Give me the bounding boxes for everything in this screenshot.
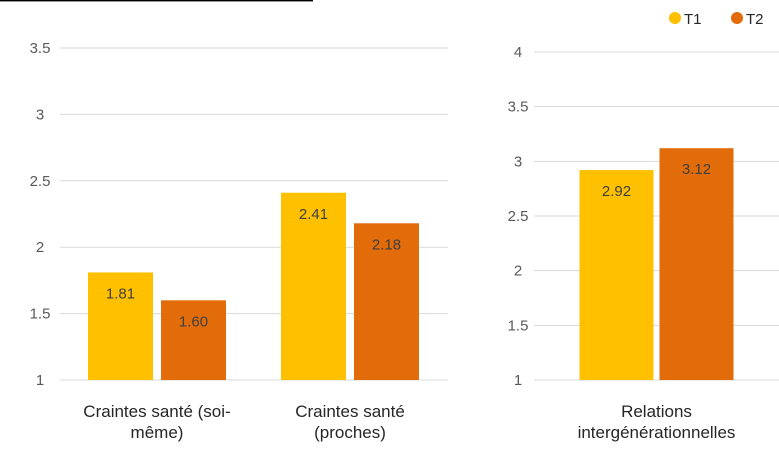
bar-t1 (281, 192, 346, 380)
bar-t1 (579, 170, 654, 380)
data-label: 3.12 (682, 161, 711, 178)
y-tick-label: 4 (514, 44, 522, 61)
category-label: Craintes santé (soi- (83, 402, 230, 421)
legend-swatch-t1 (669, 12, 681, 24)
y-tick-label: 1.5 (30, 306, 51, 323)
category-label: intergénérationnelles (578, 423, 736, 442)
legend-swatch-t2 (731, 12, 743, 24)
y-tick-label: 2.5 (30, 173, 51, 190)
legend: T1 T2 (669, 11, 764, 28)
y-tick-label: 2 (514, 263, 522, 280)
y-tick-label: 1 (36, 372, 44, 389)
category-label: Relations (621, 402, 692, 421)
data-label: 1.60 (179, 313, 208, 330)
bar-t2 (354, 223, 419, 380)
data-label: 2.92 (602, 183, 631, 200)
y-tick-label: 3.5 (30, 40, 51, 57)
y-tick-label: 3 (36, 106, 44, 123)
data-label: 2.18 (372, 236, 401, 253)
data-label: 2.41 (299, 206, 328, 223)
y-tick-label: 2.5 (508, 208, 529, 225)
category-label: (proches) (314, 423, 386, 442)
legend-label-t2: T2 (746, 11, 764, 28)
category-label: même) (131, 423, 184, 442)
y-tick-label: 2 (36, 239, 44, 256)
y-tick-label: 1 (514, 372, 522, 389)
top-rule (0, 0, 313, 2)
y-tick-label: 3 (514, 153, 522, 170)
bar-t2 (161, 300, 226, 380)
chart-intergenerational-relations: 1 1.5 2 2.5 3 3.5 4 2.92 3.12 Relations intergénér… (508, 44, 779, 442)
category-label: Craintes santé (295, 402, 405, 421)
chart-health-fears: 1 1.5 2 2.5 3 3.5 1.81 1.60 Craintes santé (soi-… (30, 40, 448, 442)
bar-t2 (659, 148, 734, 380)
data-label: 1.81 (106, 285, 135, 302)
y-tick-label: 1.5 (508, 317, 529, 334)
legend-label-t1: T1 (684, 11, 702, 28)
bar-t1 (88, 272, 153, 380)
y-tick-label: 3.5 (508, 99, 529, 116)
